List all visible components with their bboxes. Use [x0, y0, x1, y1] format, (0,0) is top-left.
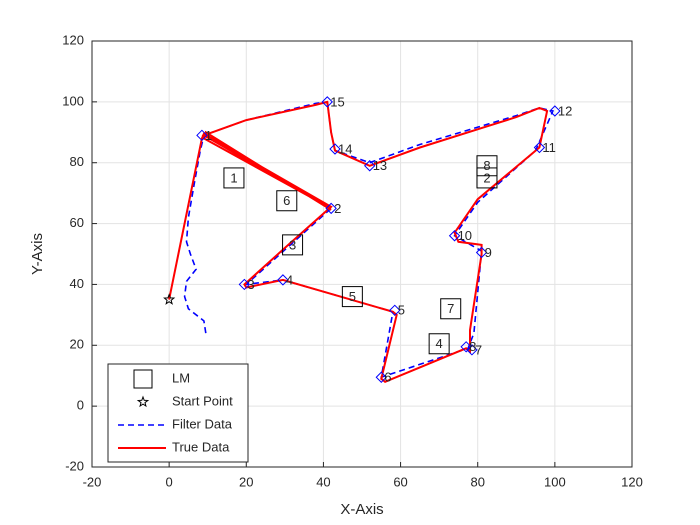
- landmark-label: 8: [483, 158, 490, 173]
- landmark-label: 1: [230, 170, 237, 185]
- landmark-label: 4: [436, 336, 443, 351]
- landmark: [276, 190, 298, 212]
- x-tick-label: -20: [83, 474, 102, 489]
- waypoint: [533, 141, 546, 154]
- waypoint-label: 1: [205, 128, 212, 143]
- x-tick-label: 100: [544, 474, 566, 489]
- landmark: [282, 234, 304, 256]
- waypoint: [448, 230, 461, 242]
- waypoint: [466, 344, 478, 356]
- landmark-label: 3: [289, 237, 296, 252]
- waypoint-label: 8: [469, 339, 476, 354]
- waypoint: [549, 105, 561, 117]
- waypoint-label: 3: [247, 277, 254, 292]
- y-tick-label: 20: [70, 337, 84, 352]
- x-tick-label: 120: [621, 474, 643, 489]
- waypoint: [325, 202, 337, 215]
- x-tick-label: 40: [316, 474, 330, 489]
- y-tick-label: 40: [70, 276, 84, 291]
- landmark-label: 6: [283, 193, 290, 208]
- waypoint: [238, 278, 251, 291]
- y-tick-label: 120: [62, 32, 84, 47]
- y-tick-label: 100: [62, 93, 84, 108]
- y-tick-label: 60: [70, 215, 84, 230]
- waypoint-label: 4: [286, 272, 293, 287]
- plot-border: [91, 40, 633, 468]
- landmark: [341, 286, 363, 308]
- legend-symbol: [133, 369, 153, 389]
- waypoint: [364, 160, 376, 172]
- waypoint: [196, 129, 208, 142]
- waypoint-label: 13: [373, 158, 387, 173]
- landmark-label: 7: [447, 301, 454, 316]
- y-tick-label: 0: [77, 398, 84, 413]
- landmark: [476, 167, 498, 189]
- waypoint-label: 15: [330, 94, 344, 109]
- waypoint: [375, 371, 387, 383]
- waypoint-label: 12: [558, 103, 572, 118]
- waypoint-label: 10: [458, 228, 472, 243]
- legend-symbol: [136, 395, 150, 408]
- landmark: [476, 155, 498, 177]
- landmark: [440, 298, 462, 320]
- landmark-label: 2: [483, 170, 490, 185]
- x-tick-label: 80: [470, 474, 484, 489]
- start-point: [163, 293, 176, 305]
- data-line: [183, 101, 555, 379]
- landmark-label: 5: [349, 289, 356, 304]
- waypoint: [329, 143, 341, 155]
- y-axis-label: Y-Axis: [29, 233, 46, 275]
- x-tick-label: 0: [166, 474, 173, 489]
- waypoint-label: 5: [398, 303, 405, 318]
- x-tick-label: 20: [239, 474, 253, 489]
- landmark: [223, 167, 245, 189]
- x-axis-label: X-Axis: [340, 501, 383, 518]
- landmark: [428, 333, 450, 355]
- legend-label: Start Point: [172, 393, 233, 408]
- waypoint-label: 7: [475, 342, 482, 357]
- waypoint: [277, 274, 289, 286]
- waypoint: [389, 304, 401, 316]
- waypoint-label: 6: [384, 370, 391, 385]
- y-tick-label: -20: [65, 458, 84, 473]
- y-tick-label: 80: [70, 154, 84, 169]
- legend-box: [107, 363, 249, 463]
- waypoint-label: 9: [485, 245, 492, 260]
- legend-label: LM: [172, 370, 190, 385]
- waypoint-label: 14: [338, 141, 352, 156]
- x-tick-label: 60: [393, 474, 407, 489]
- legend-label: Filter Data: [172, 416, 233, 431]
- legend-label: True Data: [172, 439, 230, 454]
- data-line: [168, 100, 549, 383]
- waypoint-label: 2: [334, 201, 341, 216]
- waypoint: [475, 246, 488, 259]
- waypoint: [321, 96, 333, 108]
- waypoint: [460, 341, 472, 353]
- waypoint-label: 11: [542, 140, 556, 155]
